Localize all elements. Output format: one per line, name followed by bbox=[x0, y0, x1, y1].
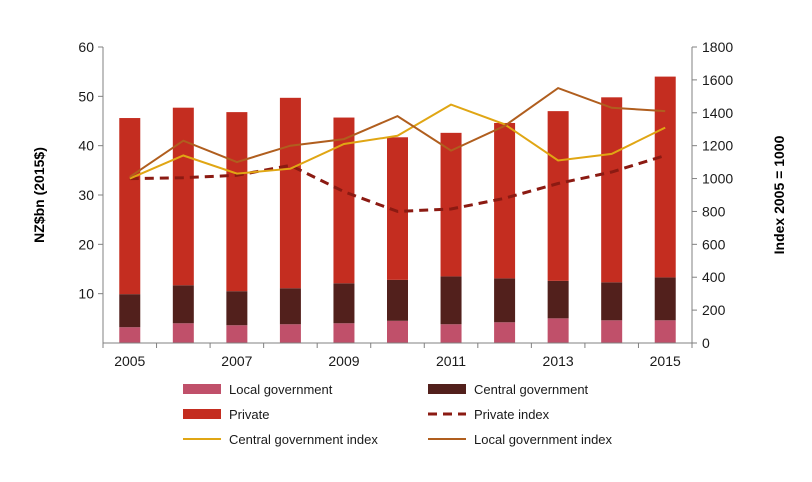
legend-swatch-private bbox=[183, 409, 221, 419]
bar-local-government-2012 bbox=[494, 322, 516, 343]
bar-local-government-2006 bbox=[172, 323, 194, 343]
x-tick-label-2013: 2013 bbox=[543, 353, 574, 369]
line-local-government-index bbox=[129, 86, 666, 178]
y-left-tick-label-60: 60 bbox=[78, 39, 94, 55]
bar-local-government-2005 bbox=[119, 327, 141, 343]
bar-central-government-2005 bbox=[119, 294, 141, 328]
bar-private-2011 bbox=[440, 132, 462, 277]
y-right-tick-label-1600: 1600 bbox=[702, 72, 733, 88]
lines-layer bbox=[129, 86, 666, 213]
bar-central-government-2013 bbox=[547, 280, 569, 319]
bar-central-government-2014 bbox=[601, 282, 623, 321]
legend-label-local-government: Local government bbox=[229, 382, 333, 397]
y-right-tick-label-1000: 1000 bbox=[702, 171, 733, 187]
line-private-index bbox=[129, 154, 666, 213]
bar-private-2015 bbox=[654, 76, 676, 278]
bar-private-2014 bbox=[601, 97, 623, 283]
y-left-tick-label-50: 50 bbox=[78, 88, 94, 104]
bar-local-government-2011 bbox=[440, 324, 462, 343]
x-tick-label-2007: 2007 bbox=[221, 353, 252, 369]
y-left-tick-label-40: 40 bbox=[78, 138, 94, 154]
y-left-tick-label-30: 30 bbox=[78, 187, 94, 203]
x-tick-label-2005: 2005 bbox=[114, 353, 145, 369]
bars-layer bbox=[119, 76, 676, 343]
line-central-government-index bbox=[129, 103, 666, 180]
bar-private-2009 bbox=[333, 117, 355, 284]
y-axis-left-title: NZ$bn (2015$) bbox=[31, 147, 47, 243]
bar-local-government-2009 bbox=[333, 323, 355, 343]
y-axis-right-title: Index 2005 = 1000 bbox=[771, 135, 787, 254]
bar-local-government-2013 bbox=[547, 318, 569, 343]
x-tick-label-2011: 2011 bbox=[436, 353, 466, 369]
bar-local-government-2014 bbox=[601, 320, 623, 343]
legend-swatch-local-government bbox=[183, 384, 221, 394]
y-right-tick-label-1400: 1400 bbox=[702, 105, 733, 121]
legend-label-private-index: Private index bbox=[474, 407, 550, 422]
bar-central-government-2009 bbox=[333, 283, 355, 324]
bar-central-government-2006 bbox=[172, 285, 194, 324]
bar-central-government-2007 bbox=[226, 291, 248, 326]
y-right-tick-label-800: 800 bbox=[702, 203, 726, 219]
y-right-tick-label-0: 0 bbox=[702, 335, 710, 351]
y-right-tick-label-600: 600 bbox=[702, 236, 726, 252]
bar-local-government-2008 bbox=[279, 324, 301, 343]
bar-central-government-2010 bbox=[387, 279, 408, 321]
bar-local-government-2015 bbox=[654, 320, 676, 343]
x-tick-label-2015: 2015 bbox=[650, 353, 681, 369]
y-left-tick-label-20: 20 bbox=[78, 236, 94, 252]
y-left-tick-label-10: 10 bbox=[78, 286, 94, 302]
y-right-tick-label-400: 400 bbox=[702, 269, 726, 285]
bar-central-government-2008 bbox=[279, 288, 301, 325]
bar-private-2012 bbox=[494, 122, 516, 279]
bar-local-government-2010 bbox=[387, 320, 408, 343]
bar-private-2010 bbox=[387, 137, 408, 280]
ticks-layer: 1020304050600200400600800100012001400160… bbox=[78, 39, 733, 369]
bar-local-government-2007 bbox=[226, 325, 248, 343]
legend: Local government Central government Privat… bbox=[183, 382, 613, 447]
bar-private-2013 bbox=[547, 111, 569, 281]
legend-label-private: Private bbox=[229, 407, 269, 422]
bar-private-2006 bbox=[172, 107, 194, 286]
bar-private-2005 bbox=[119, 118, 141, 295]
legend-swatch-central-government bbox=[428, 384, 466, 394]
bar-private-2007 bbox=[226, 112, 248, 292]
y-right-tick-label-1800: 1800 bbox=[702, 39, 733, 55]
legend-label-central-government-index: Central government index bbox=[229, 432, 378, 447]
legend-label-local-government-index: Local government index bbox=[474, 432, 613, 447]
x-tick-label-2009: 2009 bbox=[328, 353, 359, 369]
legend-label-central-government: Central government bbox=[474, 382, 589, 397]
bar-central-government-2011 bbox=[440, 276, 462, 325]
bar-central-government-2012 bbox=[494, 278, 516, 323]
y-right-tick-label-200: 200 bbox=[702, 302, 726, 318]
y-right-tick-label-1200: 1200 bbox=[702, 138, 733, 154]
bar-private-2008 bbox=[279, 97, 301, 289]
bar-central-government-2015 bbox=[654, 277, 676, 321]
